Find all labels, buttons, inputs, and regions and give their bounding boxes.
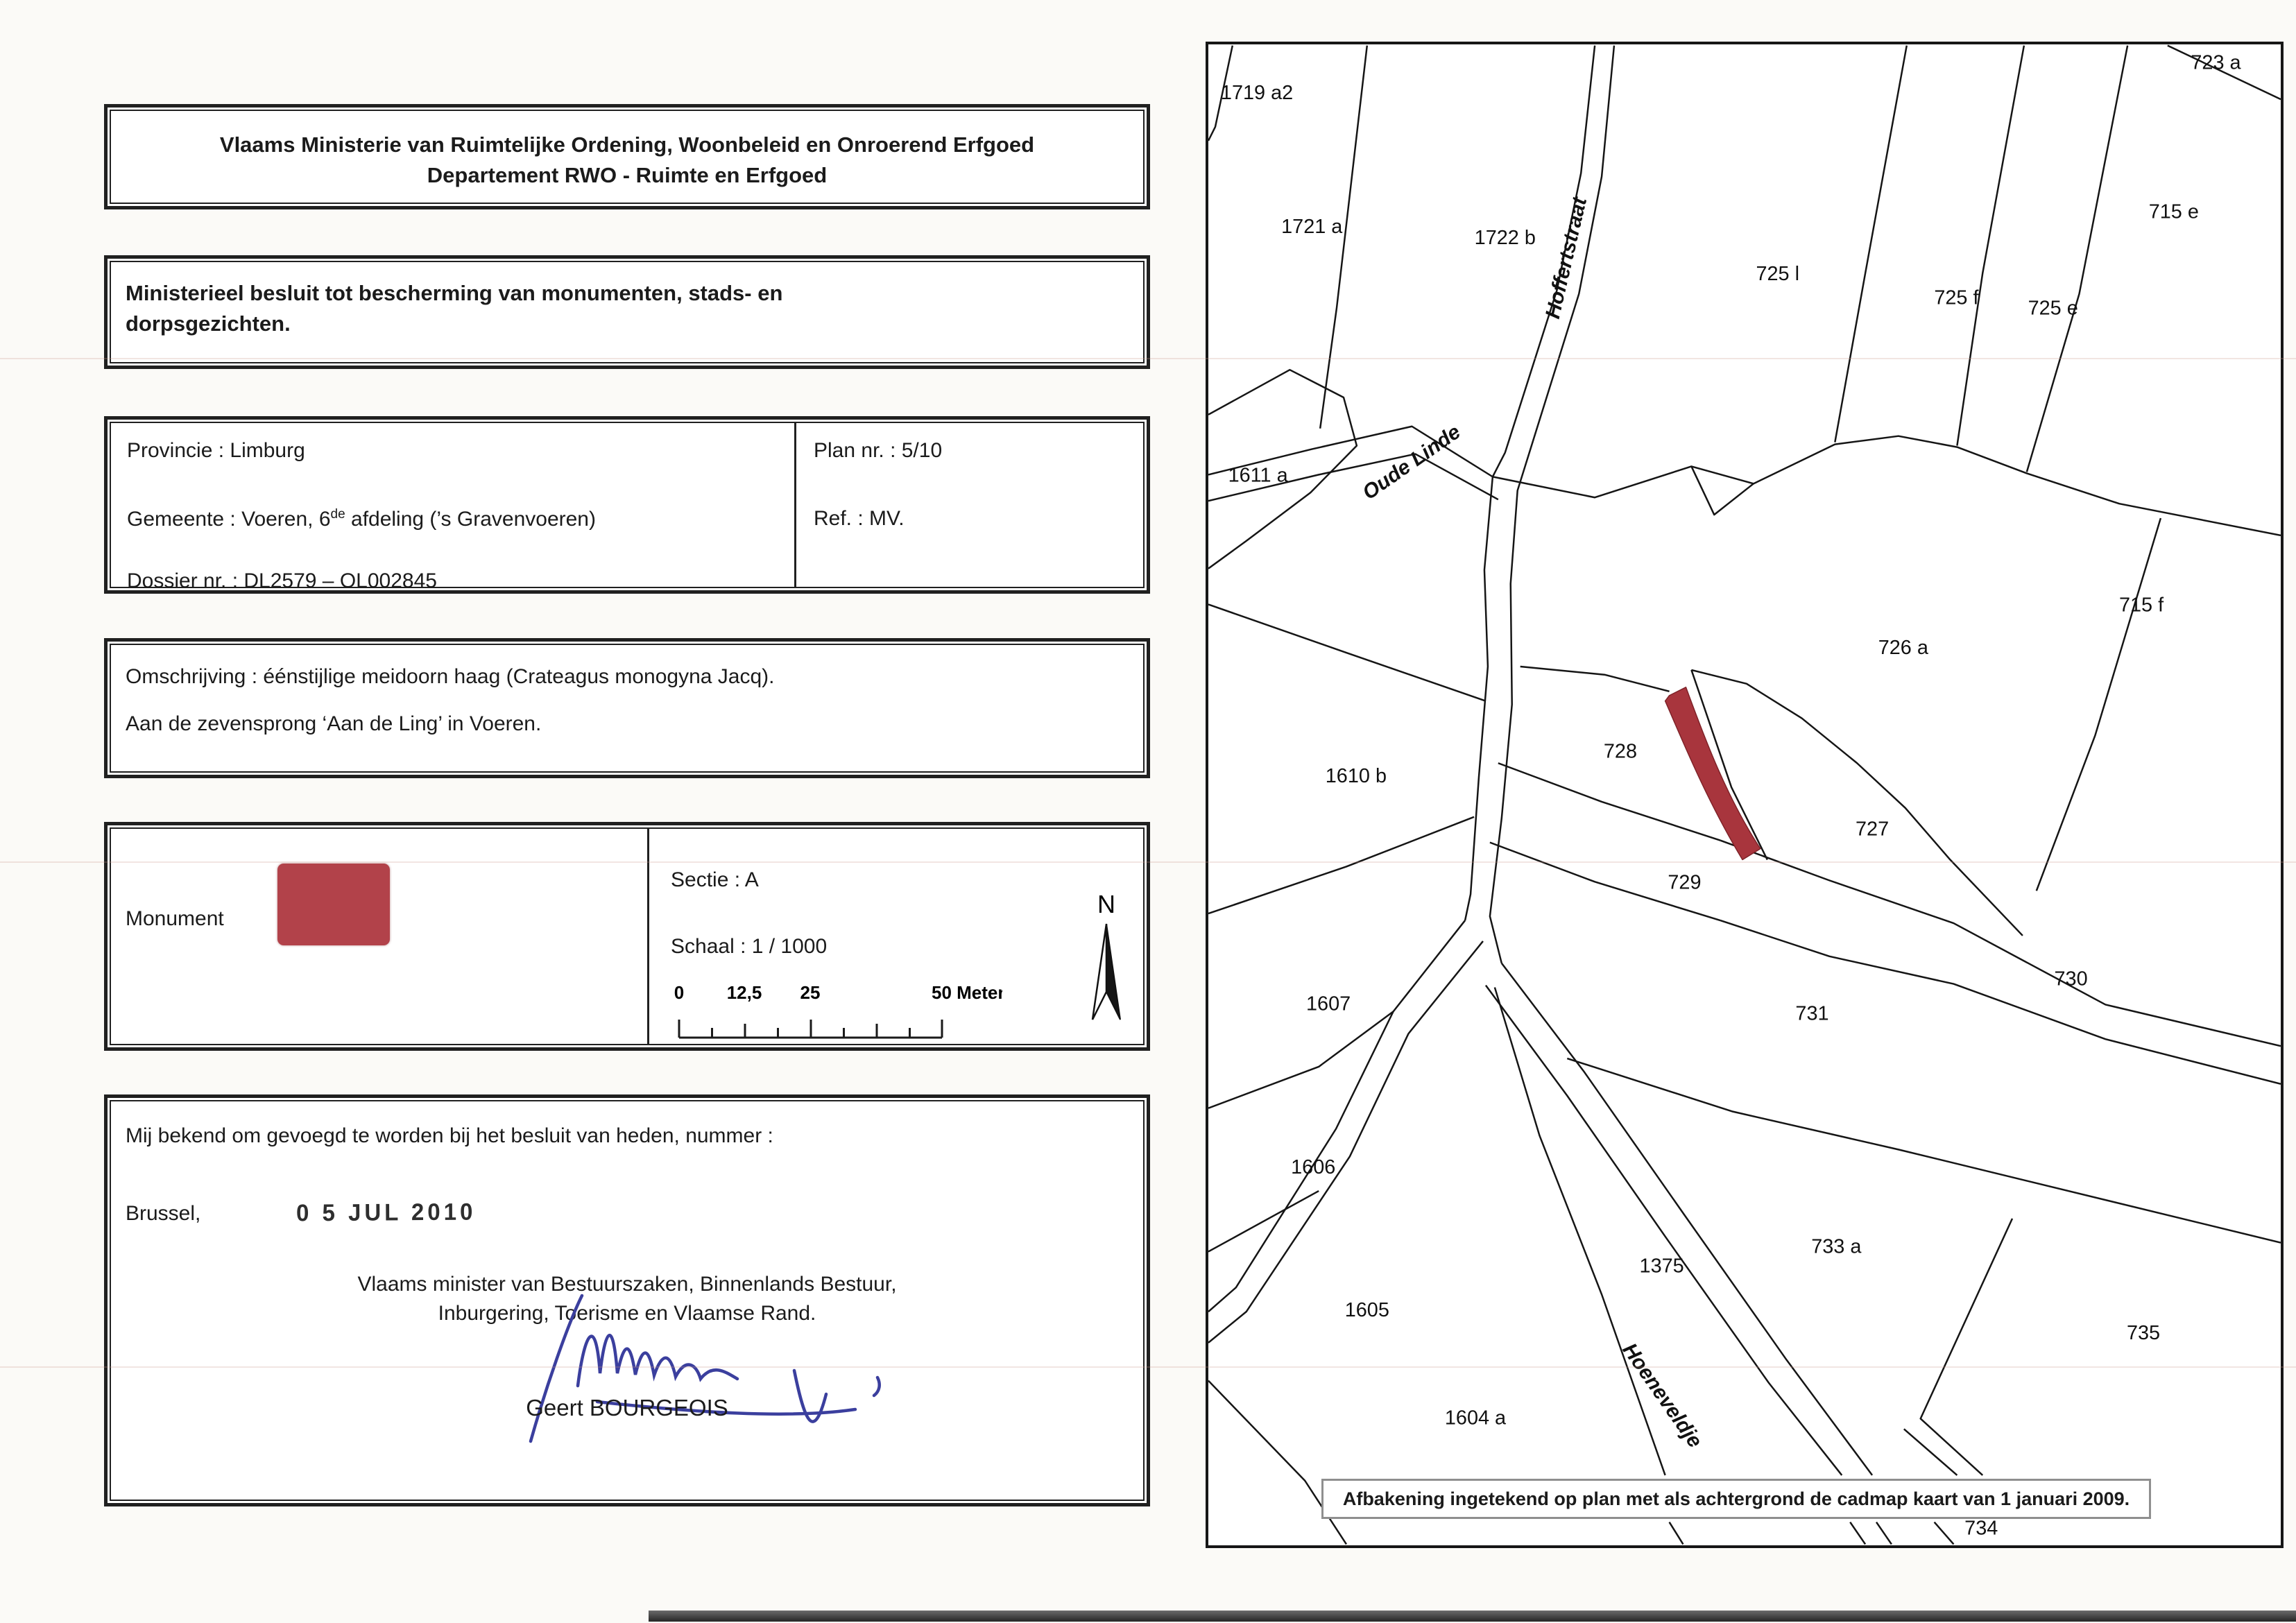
info-box: Provincie : Limburg Gemeente : Voeren, 6… [104,416,1150,594]
street-label-hoeneveldje: Hoeneveldje [1618,1339,1707,1452]
ministry-title-line2: Departement RWO - Ruimte en Erfgoed [427,163,828,187]
gemeente-suffix: afdeling (’s Gravenvoeren) [345,508,596,531]
signature-box-inner-border [110,1100,1145,1501]
scale-bar-ticks [678,1020,943,1039]
city-text: Brussel, [126,1202,201,1225]
ref-text: Ref. : MV. [814,507,905,530]
signature-stroke-underline [595,1400,857,1416]
signature-stroke-slash [529,1294,584,1443]
parcel-label: 729 [1668,871,1701,893]
parcel-label: 725 e [2028,298,2078,320]
parcel-boundary-lines [1208,44,2281,1545]
parcel-label: 731 [1795,1002,1828,1024]
parcel-label: 715 e [2149,200,2199,223]
north-arrow-label: N [1097,890,1115,918]
decree-box: Ministerieel besluit tot bescherming van… [104,255,1150,369]
parcel-label: 728 [1604,740,1637,762]
parcel-label: 1604 a [1445,1407,1507,1429]
gemeente-superscript: de [330,507,345,522]
cadastral-map: 1719 a2 1721 a 1722 b 725 l 725 f 725 e … [1206,42,2284,1548]
parcel-label: 725 f [1934,287,1979,309]
caption-text: Afbakening ingetekend op plan met als ac… [1342,1488,2130,1509]
header-box-inner-border [110,110,1145,204]
scan-artifact-line [0,861,2296,863]
monument-label: Monument [126,907,224,930]
parcel-label: 730 [2055,968,2088,990]
parcel-label: 1721 a [1281,216,1343,238]
provincie-text: Provincie : Limburg [127,439,305,462]
date-stamp: 0 5 JUL 2010 [295,1198,477,1226]
parcel-label: 1606 [1291,1156,1335,1178]
parcel-label: 1375 [1640,1255,1684,1277]
parcel-label: 1611 a [1228,464,1289,486]
parcel-label: 725 l [1756,263,1799,285]
scanner-edge-bar [649,1611,2296,1622]
minister-title-line2: Inburgering, Toerisme en Vlaamse Rand. [438,1302,816,1325]
plan-nr-text: Plan nr. : 5/10 [814,439,943,462]
omschrijving-box: Omschrijving : éénstijlige meidoorn haag… [104,638,1150,778]
street-label-hoffertstraat: Hoffertstraat [1541,194,1592,320]
parcel-label: 723 a [2191,51,2241,74]
parcel-label: 1607 [1306,993,1351,1015]
scan-artifact-line [0,358,2296,359]
scan-artifact-line [0,1366,2296,1368]
parcel-label: 727 [1856,818,1889,841]
north-arrow-left-half [1091,923,1108,1020]
parcel-label: 1605 [1345,1299,1389,1321]
omschrijving-box-inner-border [110,644,1145,773]
omschrijving-line2: Aan de zevensprong ‘Aan de Ling’ in Voer… [126,712,542,735]
signature-stroke-descender [792,1368,828,1423]
minister-title-line1: Vlaams minister van Bestuurszaken, Binne… [357,1273,897,1296]
parcel-label: 1719 a2 [1221,82,1293,104]
sectie-text: Sectie : A [671,868,759,891]
parcel-label: 1722 b [1475,227,1536,249]
cadastral-map-drawing: 1719 a2 1721 a 1722 b 725 l 725 f 725 e … [1208,44,2281,1545]
decree-line1: Ministerieel besluit tot bescherming van… [126,281,783,305]
ministry-title-line1: Vlaams Ministerie van Ruimtelijke Ordeni… [219,132,1035,157]
decree-line2: dorpsgezichten. [126,311,291,336]
info-box-inner-border [110,422,1145,588]
handwritten-signature [529,1294,881,1443]
parcel-label: 733 a [1811,1236,1862,1258]
parcel-label: 1610 b [1326,765,1387,787]
parcel-label: 735 [2127,1322,2160,1344]
signature-stroke-waves [576,1334,739,1388]
scale-label-50-meters: 50 Meters [932,984,1002,1003]
parcel-label: 734 [1964,1517,1998,1539]
parcel-label: 726 a [1878,637,1929,659]
omschrijving-line1: Omschrijving : éénstijlige meidoorn haag… [126,665,775,688]
signatory-name: Geert BOURGEOIS [526,1395,728,1420]
header-box: Vlaams Ministerie van Ruimtelijke Ordeni… [104,104,1150,209]
info-box-divider [794,423,796,587]
signature-box: Mij bekend om gevoegd te worden bij het … [104,1094,1150,1506]
schaal-text: Schaal : 1 / 1000 [671,935,828,958]
parcel-label: 715 f [2119,594,2164,616]
legend-box: Monument Sectie : A Schaal : 1 / 1000 0 … [104,822,1150,1051]
decree-box-inner-border [110,261,1145,363]
legend-divider [647,829,649,1044]
signature-intro-text: Mij bekend om gevoegd te worden bij het … [126,1124,773,1147]
north-arrow-right-half [1106,923,1121,1020]
north-arrow: N [1091,890,1121,1020]
caption-box: Afbakening ingetekend op plan met als ac… [1321,1479,2151,1519]
scale-label-25: 25 [800,984,821,1003]
signature-stroke-comma [872,1375,881,1398]
gemeente-text: Gemeente : Voeren, 6de afdeling (’s Grav… [127,507,596,531]
scale-label-12-5: 12,5 [727,984,762,1003]
scale-label-0: 0 [674,984,684,1003]
legend-box-inner-border [110,827,1145,1045]
gemeente-prefix: Gemeente : Voeren, 6 [127,508,331,531]
monument-color-swatch [277,864,390,945]
red-highlight-parcel [1664,687,1761,861]
dossier-text: Dossier nr. : DL2579 – OL002845 [127,569,437,592]
scale-bar: 0 12,5 25 50 Meters [674,984,1002,1039]
